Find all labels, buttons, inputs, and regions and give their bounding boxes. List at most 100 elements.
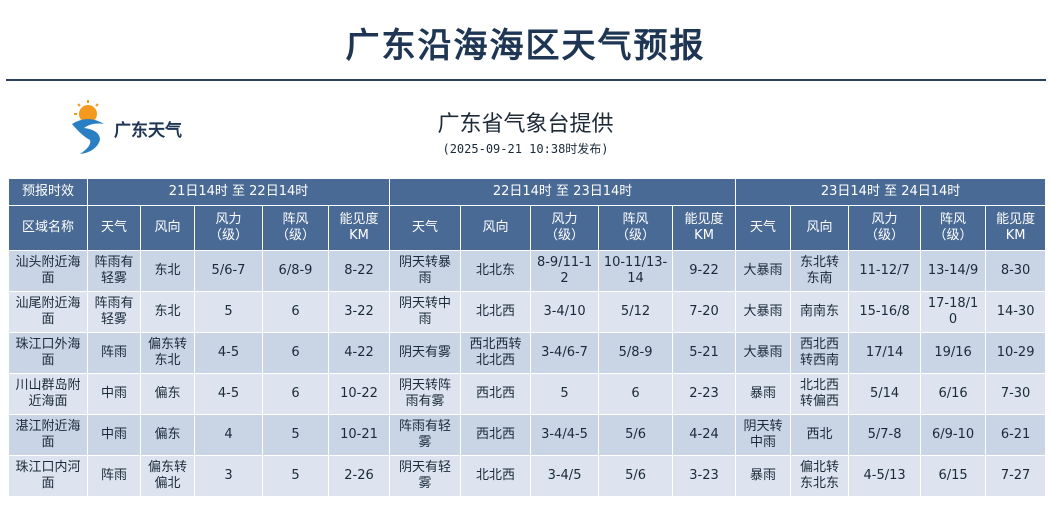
column-header: 风向 bbox=[140, 205, 195, 251]
header-cell: 区域名称 bbox=[8, 205, 88, 251]
column-header: 风向 bbox=[460, 205, 532, 251]
data-cell: 5/14 bbox=[848, 373, 922, 415]
data-cell: 7-20 bbox=[672, 291, 737, 333]
data-row: 珠江口内河面 阵雨 偏东转偏北 3 5 2-26 阴天有轻雾 北北西 3-4/5 5/6 3-23 暴… bbox=[8, 455, 1047, 497]
data-cell: 2-26 bbox=[327, 455, 391, 497]
data-cell: 北北西 bbox=[460, 291, 532, 333]
data-cell: 阴天转中雨 bbox=[389, 291, 462, 333]
forecast-table: 预报时效 21日14时 至 22日14时 22日14时 至 23日14时 23日14时… bbox=[8, 178, 1047, 497]
column-header: 天气 bbox=[87, 205, 141, 251]
data-cell: 4 bbox=[194, 414, 263, 456]
data-cell: 3-4/4-5 bbox=[530, 414, 600, 456]
column-header: 能见度 KM bbox=[327, 205, 391, 251]
data-cell: 东北 bbox=[140, 291, 195, 333]
issued-time: (2025-09-21 10:38时发布) bbox=[442, 142, 609, 156]
data-cell: 北北东 bbox=[460, 250, 532, 292]
data-cell: 西北西转北北西 bbox=[460, 332, 532, 374]
data-cell: 10-22 bbox=[327, 373, 391, 415]
data-cell: 5/8-9 bbox=[598, 332, 674, 374]
logo-text: 广东天气 bbox=[114, 120, 182, 141]
logo: 广东天气 bbox=[72, 100, 182, 154]
data-cell: 5/6 bbox=[598, 414, 674, 456]
region-cell: 汕尾附近海面 bbox=[8, 291, 88, 333]
data-cell: 6-21 bbox=[985, 414, 1047, 456]
data-row: 湛江附近海面 中雨 偏东 4 5 10-21 阵雨有轻雾 西北西 3-4/4-5 5/6 4-24 阴… bbox=[8, 414, 1047, 456]
data-cell: 南南东 bbox=[790, 291, 850, 333]
data-cell: 西北西 bbox=[460, 414, 532, 456]
data-cell: 13-14/9 bbox=[920, 250, 987, 292]
data-cell: 阴天转阵雨有雾 bbox=[389, 373, 462, 415]
data-cell: 偏北转东北东 bbox=[790, 455, 850, 497]
data-cell: 阵雨 bbox=[87, 332, 141, 374]
data-cell: 大暴雨 bbox=[735, 332, 792, 374]
data-cell: 15-16/8 bbox=[848, 291, 922, 333]
data-cell: 5 bbox=[262, 455, 329, 497]
data-cell: 暴雨 bbox=[735, 373, 792, 415]
data-cell: 中雨 bbox=[87, 414, 141, 456]
column-header: 风力 （级） bbox=[194, 205, 263, 251]
data-cell: 3-23 bbox=[672, 455, 737, 497]
column-header: 天气 bbox=[389, 205, 462, 251]
data-cell: 5 bbox=[262, 414, 329, 456]
data-row: 珠江口外海面 阵雨 偏东转东北 4-5 6 4-22 阴天有雾 西北西转北北西 3-4/6-7 5… bbox=[8, 332, 1047, 374]
column-header: 风力 （级） bbox=[848, 205, 922, 251]
data-cell: 5-21 bbox=[672, 332, 737, 374]
data-cell: 偏东转偏北 bbox=[140, 455, 195, 497]
region-cell: 川山群岛附近海面 bbox=[8, 373, 88, 415]
data-cell: 4-22 bbox=[327, 332, 391, 374]
data-cell: 3-4/5 bbox=[530, 455, 600, 497]
data-cell: 4-24 bbox=[672, 414, 737, 456]
data-cell: 偏东转东北 bbox=[140, 332, 195, 374]
column-header: 阵风 （级） bbox=[262, 205, 329, 251]
header-cell: 预报时效 bbox=[8, 178, 88, 206]
data-cell: 3-4/6-7 bbox=[530, 332, 600, 374]
data-cell: 阴天转中雨 bbox=[735, 414, 792, 456]
data-cell: 西北西 bbox=[460, 373, 532, 415]
column-header: 能见度 KM bbox=[985, 205, 1047, 251]
data-cell: 大暴雨 bbox=[735, 250, 792, 292]
data-row: 川山群岛附近海面 中雨 偏东 4-5 6 10-22 阴天转阵雨有雾 西北西 5 6 2-23 暴雨北… bbox=[8, 373, 1047, 415]
data-cell: 东北转东南 bbox=[790, 250, 850, 292]
data-cell: 8-9/11-12 bbox=[530, 250, 600, 292]
data-cell: 西北西转西南 bbox=[790, 332, 850, 374]
data-row: 汕头附近海面 阵雨有轻雾 东北 5/6-7 6/8-9 8-22 阴天转暴雨 北北东 8-9/1… bbox=[8, 250, 1047, 292]
data-cell: 14-30 bbox=[985, 291, 1047, 333]
data-cell: 阵雨 bbox=[87, 455, 141, 497]
data-cell: 10-11/13-14 bbox=[598, 250, 674, 292]
data-cell: 阴天转暴雨 bbox=[389, 250, 462, 292]
data-cell: 大暴雨 bbox=[735, 291, 792, 333]
column-header: 阵风 （级） bbox=[598, 205, 674, 251]
data-cell: 11-12/7 bbox=[848, 250, 922, 292]
data-cell: 西北 bbox=[790, 414, 850, 456]
column-header: 风向 bbox=[790, 205, 850, 251]
data-cell: 10-29 bbox=[985, 332, 1047, 374]
data-cell: 5 bbox=[530, 373, 600, 415]
data-cell: 4-5 bbox=[194, 332, 263, 374]
column-header: 天气 bbox=[735, 205, 792, 251]
data-cell: 8-30 bbox=[985, 250, 1047, 292]
header-row: 预报时效 21日14时 至 22日14时 22日14时 至 23日14时 23日14时… bbox=[8, 178, 1047, 206]
data-cell: 5/6 bbox=[598, 455, 674, 497]
data-cell: 17/14 bbox=[848, 332, 922, 374]
data-cell: 17-18/10 bbox=[920, 291, 987, 333]
region-cell: 湛江附近海面 bbox=[8, 414, 88, 456]
data-cell: 阵雨有轻雾 bbox=[87, 291, 141, 333]
data-cell: 6 bbox=[262, 373, 329, 415]
data-cell: 8-22 bbox=[327, 250, 391, 292]
data-cell: 10-21 bbox=[327, 414, 391, 456]
data-cell: 6 bbox=[598, 373, 674, 415]
data-cell: 6/16 bbox=[920, 373, 987, 415]
data-cell: 中雨 bbox=[87, 373, 141, 415]
data-cell: 6/8-9 bbox=[262, 250, 329, 292]
data-cell: 阵雨有轻雾 bbox=[389, 414, 462, 456]
data-cell: 北北西转偏西 bbox=[790, 373, 850, 415]
title: 广东沿海海区天气预报 bbox=[345, 26, 706, 66]
period-header: 22日14时 至 23日14时 bbox=[389, 178, 737, 206]
subtitle: 广东省气象台提供 bbox=[437, 112, 614, 137]
data-cell: 暴雨 bbox=[735, 455, 792, 497]
column-header: 风力 （级） bbox=[530, 205, 600, 251]
period-header: 21日14时 至 22日14时 bbox=[86, 178, 391, 206]
region-cell: 珠江口外海面 bbox=[8, 332, 88, 374]
data-cell: 3 bbox=[194, 455, 263, 497]
